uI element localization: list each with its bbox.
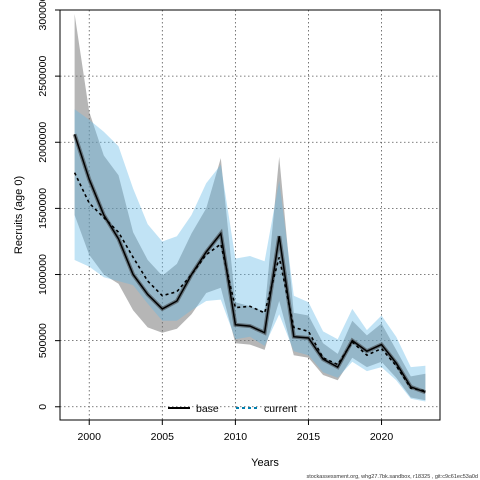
y-axis-title: Recruits (age 0) [13,176,25,254]
footer-text: stockassessment.org, whg27.7bk.sandbox, … [306,474,478,480]
confidence-bands [74,14,426,402]
plot-frame [59,9,441,421]
x-tick-label: 2000 [78,431,102,443]
x-tick-label: 2015 [297,431,321,443]
y-tick-label: 3000000 [37,0,49,30]
x-tick-label: 2005 [151,431,175,443]
y-tick-label: 2000000 [37,122,49,163]
base-line [73,134,426,393]
x-tick-label: 2020 [370,431,394,443]
legend-current-label: current [264,403,297,415]
current-confidence-band [74,109,426,402]
current-line [73,172,426,392]
legend: base current [168,403,297,415]
y-tick-label: 1000000 [37,254,49,295]
series-lines [72,133,427,395]
x-axis-title: Years [251,457,279,469]
base-confidence-band [74,14,426,401]
y-tick-label: 0 [37,404,49,410]
axes: 2000 2005 2010 2015 2020 0 500000 1000000 150000… [37,0,441,443]
legend-base-label: base [196,403,219,415]
y-tick-label: 500000 [37,323,49,358]
x-tick-label: 2010 [224,431,248,443]
y-tick-label: 2500000 [37,56,49,97]
y-tick-label: 1500000 [37,188,49,229]
